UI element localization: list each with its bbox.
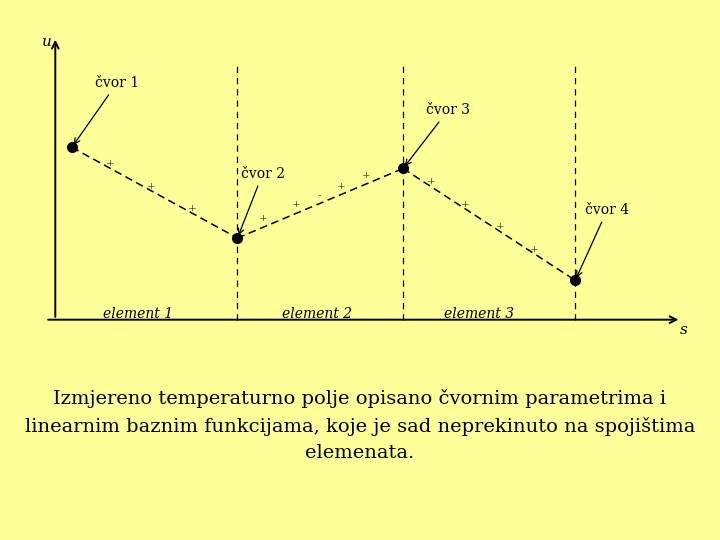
Text: Izmjereno temperaturno polje opisano čvornim parametrima i
linearnim baznim funk: Izmjereno temperaturno polje opisano čvo… — [24, 389, 696, 462]
Text: s: s — [680, 323, 688, 338]
Text: +: + — [292, 200, 301, 210]
Text: +: + — [495, 222, 504, 231]
Text: +: + — [189, 204, 197, 213]
Text: element 2: element 2 — [282, 307, 352, 321]
Text: čvor 4: čvor 4 — [577, 203, 629, 276]
Text: +: + — [427, 178, 436, 186]
Text: +: + — [461, 200, 470, 209]
Text: +: + — [361, 171, 370, 180]
Text: čvor 1: čvor 1 — [74, 76, 139, 144]
Text: -: - — [318, 191, 321, 200]
Text: element 1: element 1 — [103, 307, 173, 321]
Text: čvor 2: čvor 2 — [238, 166, 285, 234]
Text: čvor 3: čvor 3 — [405, 103, 470, 165]
Text: +: + — [259, 214, 268, 224]
Text: element 3: element 3 — [444, 307, 514, 321]
Text: +: + — [106, 159, 114, 168]
Text: +: + — [530, 245, 539, 254]
Text: +: + — [147, 181, 156, 191]
Text: +: + — [337, 181, 346, 191]
Text: u: u — [42, 36, 53, 50]
